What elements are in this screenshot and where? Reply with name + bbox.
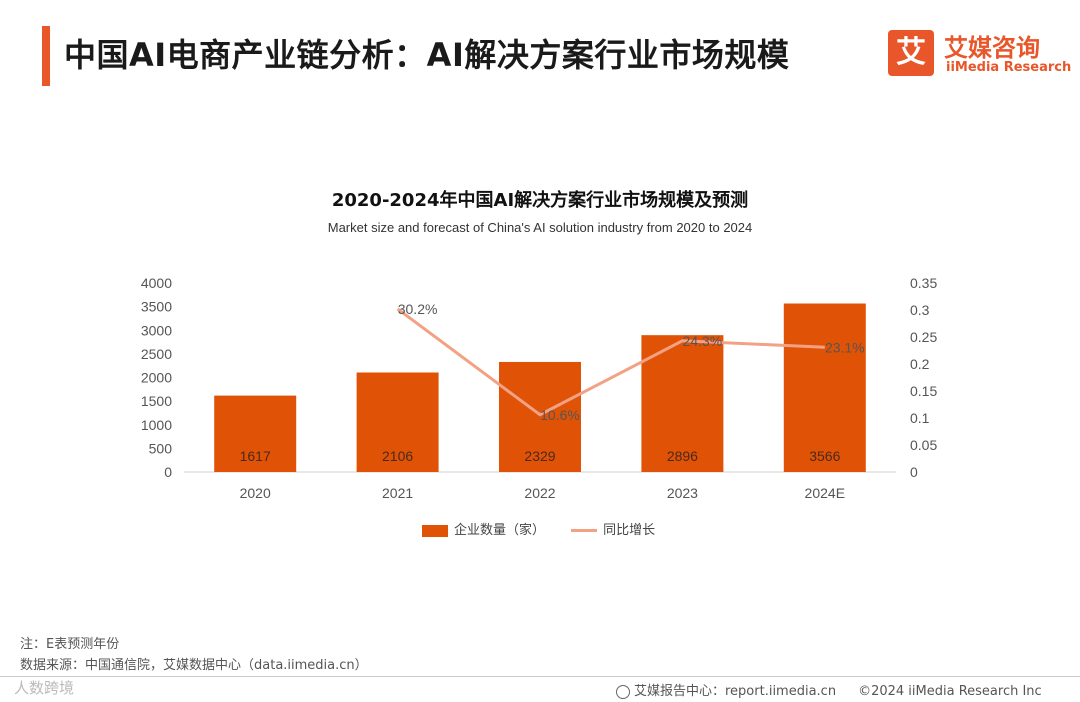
- x-tick-label: 2021: [382, 485, 413, 501]
- bar-companies: [499, 361, 581, 472]
- title-accent-bar: [42, 26, 50, 86]
- bar-data-label: 1617: [240, 448, 271, 464]
- bar-companies: [356, 372, 439, 472]
- bar-data-label: 2896: [667, 448, 698, 464]
- footer-info: 艾媒报告中心：report.iimedia.cn ©2024 iiMedia Re…: [616, 680, 1042, 699]
- logo-name-cn: 艾媒咨询: [944, 34, 1040, 62]
- forecast-note: 注：E表预测年份: [20, 637, 120, 652]
- copyright: ©2024 iiMedia Research Inc: [858, 684, 1042, 699]
- y-right-tick-label: 0.25: [910, 329, 937, 345]
- y-left-tick-label: 2500: [141, 346, 172, 362]
- y-right-tick-label: 0: [910, 464, 918, 480]
- report-center-icon: [616, 684, 630, 699]
- growth-data-label: 30.2%: [398, 301, 438, 317]
- x-tick-label: 2023: [667, 485, 698, 501]
- y-left-tick-label: 1000: [141, 417, 172, 433]
- growth-data-label: 10.6%: [540, 407, 580, 423]
- x-tick-label: 2020: [240, 485, 271, 501]
- legend-line-swatch: [571, 529, 598, 532]
- watermark: 人数跨境: [14, 679, 75, 697]
- y-left-tick-label: 0: [164, 464, 172, 480]
- y-left-tick-label: 1500: [141, 393, 172, 409]
- legend-item-companies: 企业数量（家）: [422, 519, 545, 538]
- page-title: 中国AI电商产业链分析：AI解决方案行业市场规模: [64, 36, 790, 74]
- y-right-tick-label: 0.3: [910, 302, 930, 318]
- bar-data-label: 2106: [382, 448, 413, 464]
- y-right-tick-label: 0.2: [910, 356, 930, 372]
- y-left-tick-label: 4000: [141, 275, 172, 291]
- chart-title: 2020-2024年中国AI解决方案行业市场规模及预测: [331, 190, 749, 211]
- logo-mark: 艾: [888, 30, 934, 76]
- growth-line: [396, 307, 825, 417]
- legend-item-growth: 同比增长: [571, 519, 655, 538]
- bar-data-label: 2329: [524, 448, 555, 464]
- legend-label-companies: 企业数量（家）: [454, 523, 546, 538]
- bar-companies: [214, 395, 297, 472]
- x-tick-label: 2024E: [805, 485, 845, 501]
- y-left-tick-label: 500: [149, 440, 173, 456]
- growth-data-label: 24.3%: [683, 333, 723, 349]
- bar-data-label: 3566: [809, 448, 840, 464]
- data-source: 数据来源：中国通信院，艾媒数据中心（data.iimedia.cn）: [20, 658, 368, 673]
- y-left-tick-label: 2000: [141, 370, 172, 386]
- chart-subtitle: Market size and forecast of China's AI s…: [327, 220, 753, 235]
- x-tick-label: 2022: [524, 485, 555, 501]
- bar-companies: [641, 335, 724, 472]
- bar-companies: [783, 303, 866, 472]
- y-right-tick-label: 0.35: [910, 275, 937, 291]
- legend-label-growth: 同比增长: [603, 523, 656, 538]
- notes-block: 注：E表预测年份 数据来源：中国通信院，艾媒数据中心（data.iimedia.…: [20, 634, 368, 676]
- y-left-tick-label: 3000: [141, 322, 172, 338]
- footer-divider: [0, 676, 1080, 677]
- report-center-link[interactable]: 艾媒报告中心：report.iimedia.cn: [634, 684, 837, 699]
- y-left-tick-label: 3500: [141, 299, 172, 315]
- y-right-tick-label: 0.05: [910, 437, 937, 453]
- growth-data-label: 23.1%: [825, 339, 865, 355]
- logo-name-en: iiMedia Research: [946, 60, 1072, 75]
- chart-legend: 企业数量（家） 同比增长: [422, 519, 677, 538]
- y-right-tick-label: 0.1: [910, 410, 930, 426]
- brand-logo: 艾 艾媒咨询 iiMedia Research: [888, 30, 1072, 80]
- y-right-tick-label: 0.15: [910, 383, 937, 399]
- legend-bar-swatch: [422, 524, 448, 537]
